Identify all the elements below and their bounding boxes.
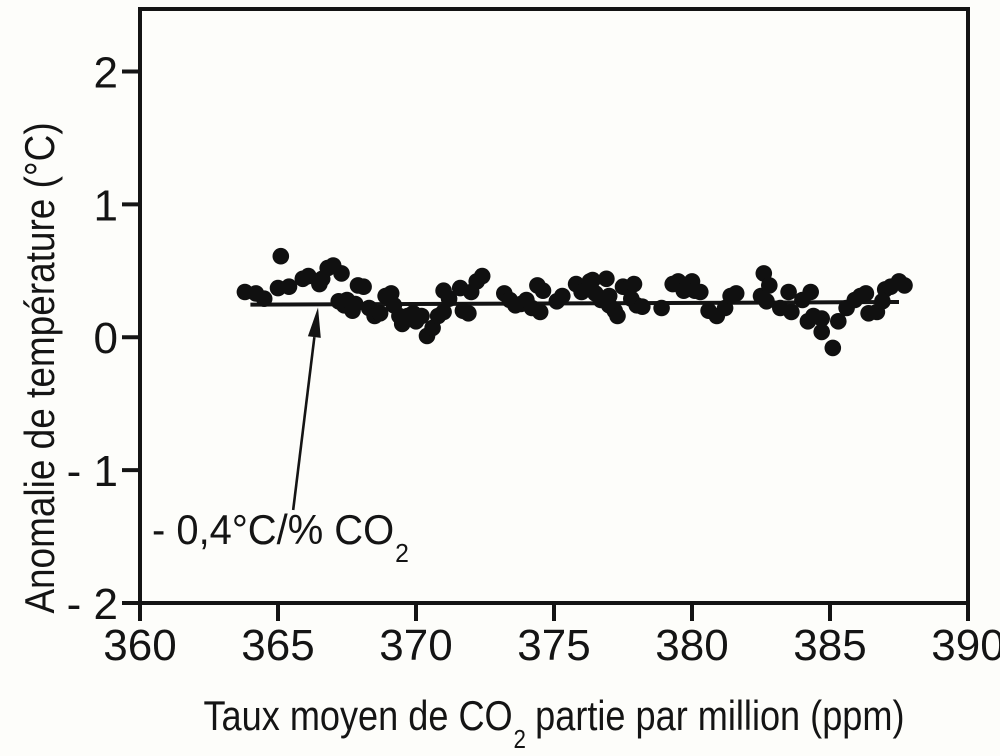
x-tick-label: 360 (103, 621, 176, 670)
data-point (634, 298, 651, 316)
data-point (761, 277, 778, 294)
y-tick-label: 2 (94, 48, 118, 97)
data-point (813, 310, 830, 327)
data-point (758, 293, 775, 310)
data-point (857, 285, 875, 302)
annotation-arrow-shaft (291, 336, 316, 511)
data-point (609, 307, 626, 325)
slope-annotation-sub: 2 (395, 537, 409, 568)
annotation-arrow-head (307, 307, 321, 338)
data-point (653, 299, 670, 317)
data-point (830, 313, 847, 330)
data-point (272, 247, 290, 265)
data-point (813, 323, 830, 341)
x-axis-title-pre: Taux moyen de CO (203, 692, 513, 739)
data-point (783, 303, 800, 321)
y-tick-label: 0 (94, 314, 118, 363)
x-tick-label: 365 (241, 621, 314, 670)
y-tick-label: 1 (94, 181, 118, 230)
data-point (727, 285, 745, 302)
data-point (371, 305, 389, 322)
y-tick-label: - 1 (67, 447, 118, 496)
y-tick-label: - 2 (67, 580, 118, 629)
y-axis-title: Anomalie de température (°C) (16, 122, 63, 614)
data-point (435, 303, 452, 321)
data-point (440, 290, 458, 308)
data-point (598, 270, 615, 288)
x-tick-label: 390 (931, 621, 1000, 670)
data-point (584, 271, 601, 289)
x-tick-label: 375 (517, 621, 590, 670)
x-tick-label: 380 (655, 621, 728, 670)
data-point (460, 305, 477, 322)
x-tick-label: 385 (793, 621, 866, 670)
x-axis-title-sub: 2 (513, 723, 527, 754)
data-point (413, 307, 430, 325)
data-point (802, 283, 819, 301)
data-point (355, 278, 372, 296)
data-point (780, 283, 797, 301)
x-axis-title: Taux moyen de CO2 partie par million (pp… (198, 692, 910, 754)
slope-annotation: - 0,4°C/% CO2 (152, 506, 409, 568)
slope-annotation-text: - 0,4°C/% CO (152, 506, 395, 553)
data-point (333, 265, 350, 282)
data-point (255, 290, 273, 308)
data-point (280, 278, 298, 296)
data-point (692, 283, 709, 301)
data-point (896, 277, 913, 294)
x-tick-label: 370 (379, 621, 452, 670)
data-point (625, 275, 643, 293)
data-point (554, 287, 571, 305)
data-point (347, 295, 364, 313)
data-point (531, 303, 549, 321)
data-point (473, 267, 491, 285)
data-point (824, 339, 842, 357)
data-point (534, 282, 552, 300)
x-axis-title-post: partie par million (ppm) (525, 692, 905, 739)
